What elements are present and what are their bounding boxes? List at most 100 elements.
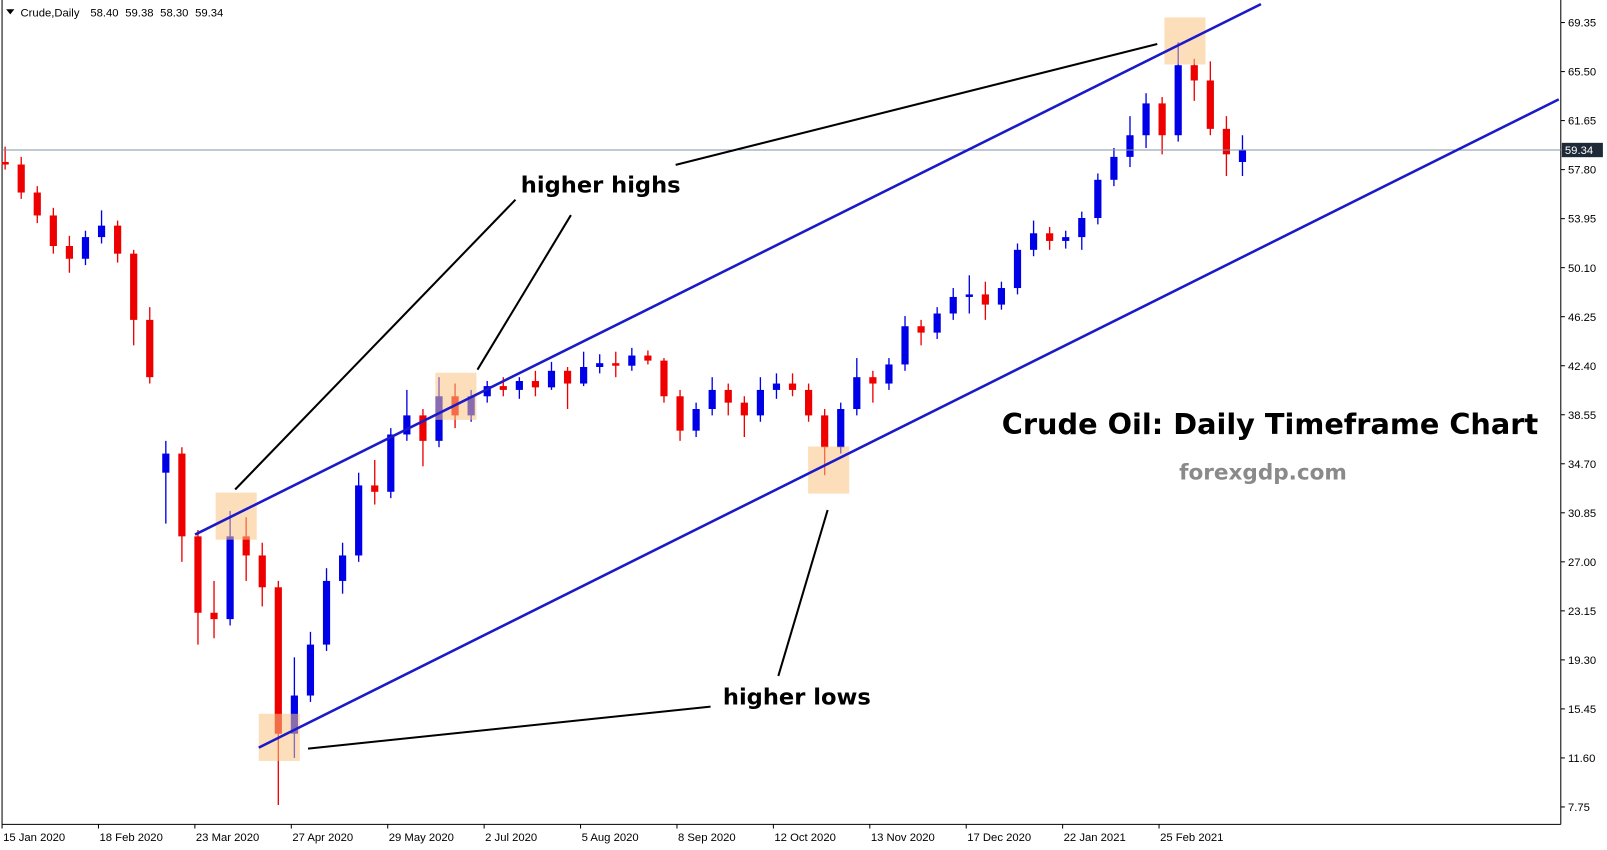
candle-body (949, 296, 957, 314)
candle-body (17, 164, 25, 193)
candle-body (1110, 156, 1118, 180)
candle-body (1158, 103, 1166, 136)
candle-body (1206, 80, 1214, 129)
y-tick-label: 57.80 (1568, 165, 1596, 177)
candle-body (660, 360, 668, 397)
candle-body (837, 409, 845, 448)
annotation: higher lows (723, 685, 871, 711)
candle-body (499, 386, 507, 390)
x-tick-label: 27 Apr 2020 (292, 832, 353, 844)
candle-body (740, 402, 748, 416)
candle-body (403, 415, 411, 435)
candle-body (355, 485, 363, 556)
pointer-lines (234, 43, 1158, 750)
candle-body (853, 377, 861, 410)
candle-body (580, 366, 588, 384)
candle-body (515, 381, 523, 390)
y-tick-label: 19.30 (1568, 655, 1596, 667)
candle-body (114, 225, 122, 254)
trend-lines (194, 2, 1560, 749)
x-tick-label: 15 Jan 2020 (3, 832, 65, 844)
candle-body (1222, 128, 1230, 155)
candle-body (1013, 249, 1022, 289)
y-tick-label: 34.70 (1568, 459, 1596, 471)
y-tick-label: 38.55 (1568, 410, 1596, 422)
y-tick-label: 7.75 (1568, 802, 1590, 814)
candle-body (210, 612, 218, 620)
chart-title: Crude Oil: Daily Timeframe Chart (1002, 407, 1539, 441)
candle-body (1126, 135, 1134, 157)
highlights (215, 17, 1206, 761)
symbol: Crude,Daily (21, 7, 80, 19)
candle-body (226, 536, 234, 620)
x-tick-label: 23 Mar 2020 (196, 832, 259, 844)
x-tick-label: 5 Aug 2020 (582, 832, 639, 844)
y-tick-label: 27.00 (1568, 557, 1596, 569)
y-tick-label: 61.65 (1568, 116, 1596, 128)
pointer (476, 214, 572, 371)
candle-body (885, 364, 893, 384)
candle-body (981, 294, 989, 305)
last-price-label: 59.34 (1565, 145, 1593, 157)
x-tick-label: 22 Jan 2021 (1064, 832, 1126, 844)
candle-body (563, 370, 572, 384)
candle-body (1094, 179, 1102, 219)
pointer (777, 509, 829, 677)
y-tick-label: 42.40 (1568, 361, 1596, 373)
y-tick-label: 53.95 (1568, 214, 1596, 226)
candle-body (338, 555, 347, 581)
candle-body (933, 313, 941, 333)
candle-body (146, 319, 154, 378)
x-tick-label: 12 Oct 2020 (774, 832, 835, 844)
candle-body (612, 363, 620, 366)
candle-body (1238, 150, 1247, 162)
candle-body (531, 381, 540, 388)
candle-body (997, 288, 1006, 305)
candle-body (65, 246, 74, 259)
x-tick-label: 8 Sep 2020 (678, 832, 736, 844)
menu-triangle (6, 9, 15, 15)
highlight-box (215, 492, 257, 540)
candle-body (130, 253, 138, 320)
candle-body (49, 215, 57, 247)
candle-body (1142, 103, 1150, 136)
y-tick-label: 30.85 (1568, 508, 1596, 520)
candle-body (1046, 233, 1054, 241)
candle-body (917, 326, 925, 333)
x-tick-label: 25 Feb 2021 (1160, 832, 1223, 844)
candle-body (788, 383, 797, 390)
candle-body (869, 377, 877, 384)
pointer (234, 198, 517, 491)
candle-body (371, 485, 379, 492)
candle-body (322, 580, 331, 645)
candle-body (1029, 233, 1038, 250)
candle-body (1062, 237, 1070, 241)
candle-body (242, 536, 250, 556)
candle-body (965, 294, 973, 297)
last-price-tag (1561, 142, 1603, 158)
header-close: 59.34 (195, 7, 223, 19)
candle-body (805, 389, 813, 416)
candle-body (596, 363, 604, 367)
candle-body (274, 587, 282, 734)
candle-body (644, 355, 652, 361)
candle-body (258, 555, 266, 588)
annotation: higher highs (521, 173, 681, 199)
chart-subtitle: forexgdp.com (1179, 460, 1347, 485)
candle-body (772, 383, 781, 390)
candle-body (547, 370, 556, 388)
candle-body (821, 415, 829, 448)
x-tick-label: 17 Dec 2020 (967, 832, 1031, 844)
candle-body (708, 389, 716, 410)
candle-body (97, 225, 106, 238)
y-tick-label: 15.45 (1568, 704, 1596, 716)
y-tick-label: 50.10 (1568, 263, 1596, 275)
upper-channel-line (194, 2, 1262, 536)
x-tick-label: 2 Jul 2020 (485, 832, 537, 844)
candle-body (756, 389, 764, 416)
candle-body (162, 453, 170, 473)
candle-body (178, 453, 186, 537)
